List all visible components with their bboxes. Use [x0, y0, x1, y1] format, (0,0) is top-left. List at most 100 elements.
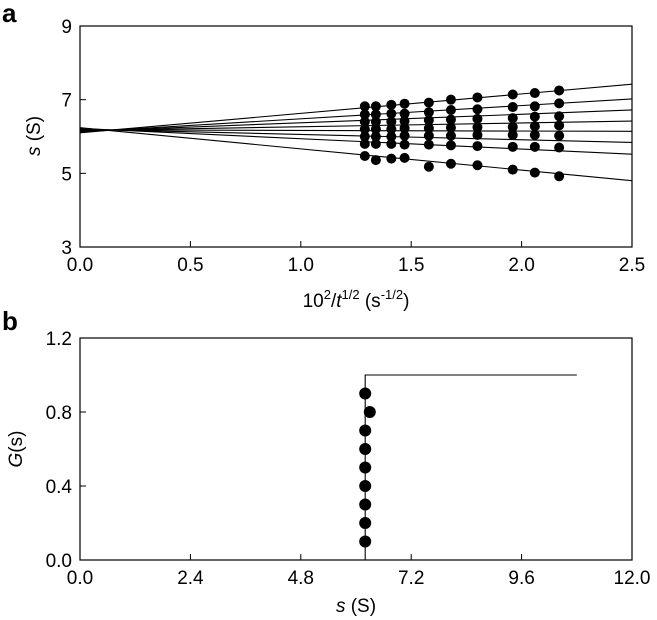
data-point [386, 116, 397, 127]
data-point [507, 89, 518, 100]
data-point [399, 108, 410, 119]
data-point [359, 461, 372, 474]
data-point [554, 120, 565, 131]
fit-line [79, 109, 633, 132]
data-point [370, 124, 381, 135]
x-tick-label: 12.0 [614, 568, 651, 589]
data-point [529, 130, 540, 141]
data-point [359, 138, 370, 149]
x-label-sup2: 1/2 [342, 287, 360, 302]
data-point [370, 109, 381, 120]
data-point [359, 443, 372, 455]
fit-line [79, 127, 633, 155]
panel-b-chart: 0.0 2.4 4.8 7.2 9.6 12.0 0.0 0.4 0.8 1.2 s (S) G… [6, 329, 650, 617]
data-point [399, 130, 410, 141]
x-tick-label: 1.5 [398, 255, 424, 276]
panel-b-step-line [364, 374, 577, 560]
x-tick-label: 2.0 [508, 255, 534, 276]
data-point [472, 141, 483, 152]
data-point [554, 130, 565, 141]
data-point [507, 102, 518, 113]
panel-a-y-ticks: 3 5 7 9 [61, 17, 86, 259]
data-point [359, 116, 370, 127]
y-tick-label: 1.2 [46, 329, 72, 350]
data-point [554, 142, 565, 153]
data-point [445, 104, 456, 115]
b-y-label-rest: (s) [6, 431, 27, 453]
cumulative-step-line [364, 374, 577, 560]
x-label-base: 10 [303, 291, 324, 312]
b-y-label-var: G [6, 453, 27, 468]
data-point [399, 116, 410, 127]
fit-line [79, 128, 633, 143]
data-point [445, 130, 456, 141]
x-label-var: t [336, 291, 342, 312]
x-tick-label: 9.6 [508, 568, 534, 589]
data-point [386, 108, 397, 119]
data-point [399, 139, 410, 150]
data-point [359, 535, 372, 548]
panel-a-x-axis-label: 102/t1/2 (s-1/2) [303, 287, 410, 312]
data-point [507, 113, 518, 124]
panel-b-y-axis-label: G(s) [6, 431, 27, 468]
data-point [359, 131, 370, 142]
data-point [445, 94, 456, 105]
x-tick-label: 2.4 [177, 568, 204, 589]
data-point [529, 141, 540, 152]
data-point [529, 101, 540, 112]
data-point [445, 140, 456, 151]
data-point [423, 97, 434, 108]
y-tick-label: 9 [61, 17, 72, 38]
a-y-label-var: s [24, 146, 45, 156]
data-point [359, 480, 372, 492]
panel-label-b: b [2, 306, 18, 336]
data-point [554, 111, 565, 122]
data-point [386, 138, 397, 149]
data-point [359, 109, 370, 120]
y-tick-label: 0.4 [46, 477, 73, 498]
data-point [386, 131, 397, 142]
panel-a-points [359, 85, 565, 182]
data-point [399, 123, 410, 134]
panel-label-a: a [2, 0, 17, 28]
data-point [370, 116, 381, 127]
data-point [386, 99, 397, 110]
data-point [472, 113, 483, 124]
data-point [359, 124, 370, 135]
data-point [472, 122, 483, 133]
data-point [529, 167, 540, 178]
data-point [386, 124, 397, 135]
data-point [507, 130, 518, 141]
y-tick-label: 5 [61, 164, 72, 185]
data-point [359, 387, 372, 400]
data-point [359, 498, 372, 511]
data-point [472, 104, 483, 115]
x-tick-label: 1.0 [288, 255, 314, 276]
panel-b-x-ticks: 0.0 2.4 4.8 7.2 9.6 12.0 [67, 554, 651, 589]
data-point [423, 130, 434, 141]
data-point [423, 139, 434, 150]
y-tick-label: 3 [61, 238, 72, 259]
fit-line [79, 129, 633, 132]
data-point [370, 101, 381, 112]
data-point [445, 122, 456, 133]
x-label-unit-open: (s [360, 291, 381, 312]
panel-a-x-ticks: 0.0 0.5 1.0 1.5 2.0 2.5 [67, 241, 645, 276]
panel-a-frame [79, 25, 633, 248]
x-label-unit-close: ) [403, 291, 409, 312]
x-tick-label: 4.8 [288, 568, 314, 589]
data-point [359, 101, 370, 112]
data-point [445, 114, 456, 125]
data-point [529, 121, 540, 132]
fit-line [79, 83, 633, 134]
data-point [472, 92, 483, 103]
x-label-sup3: -1/2 [381, 287, 403, 302]
b-x-label-unit: (S) [345, 596, 376, 617]
panel-a-chart: 0.0 0.5 1.0 1.5 2.0 2.5 3 5 7 9 102/t1/2 (s-1/2)… [24, 17, 645, 312]
data-point [370, 138, 381, 149]
data-point [399, 98, 410, 109]
data-point [529, 88, 540, 99]
data-point [423, 115, 434, 126]
data-point [359, 424, 372, 437]
